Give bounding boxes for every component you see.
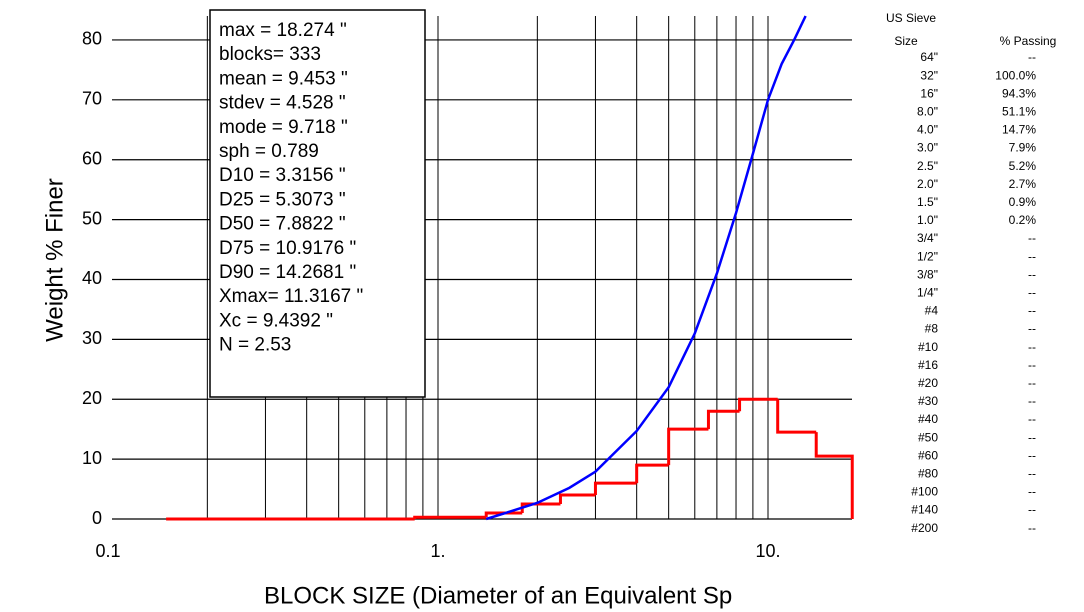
histogram-step bbox=[635, 463, 669, 484]
table-header: Size bbox=[894, 34, 918, 48]
sieve-size: 1/2" bbox=[917, 249, 938, 263]
percent-passing: 0.9% bbox=[1009, 195, 1037, 209]
percent-passing: -- bbox=[1028, 285, 1036, 299]
percent-passing: 7.9% bbox=[1009, 141, 1037, 155]
histogram-step bbox=[484, 511, 523, 518]
table-header: % Passing bbox=[1000, 34, 1057, 48]
stat-line: stdev = 4.528 " bbox=[219, 93, 346, 114]
percent-passing: -- bbox=[1028, 485, 1036, 499]
table-header: US Sieve bbox=[886, 11, 936, 25]
sieve-size: 3/8" bbox=[917, 267, 938, 281]
stat-line: D25 = 5.3073 " bbox=[219, 189, 346, 210]
percent-passing: 0.2% bbox=[1009, 213, 1037, 227]
percent-passing: -- bbox=[1028, 521, 1036, 535]
percent-passing: -- bbox=[1028, 322, 1036, 336]
y-tick-label: 50 bbox=[82, 208, 102, 228]
sieve-size: 2.0" bbox=[917, 177, 938, 191]
stat-line: mode = 9.718 " bbox=[219, 117, 348, 138]
sieve-size: #16 bbox=[918, 358, 938, 372]
sieve-size: #40 bbox=[918, 412, 938, 426]
stat-line: Xc = 9.4392 " bbox=[219, 310, 333, 331]
sieve-size: #200 bbox=[911, 521, 938, 535]
histogram-step bbox=[738, 397, 778, 412]
stat-line: sph = 0.789 bbox=[219, 141, 319, 162]
percent-passing: -- bbox=[1028, 249, 1036, 263]
sieve-size: 3/4" bbox=[917, 231, 938, 245]
y-tick-label: 60 bbox=[82, 148, 102, 168]
sieve-size: 3.0" bbox=[917, 141, 938, 155]
percent-passing: -- bbox=[1028, 358, 1036, 372]
histogram-step bbox=[593, 481, 637, 496]
y-tick-label: 40 bbox=[82, 268, 102, 288]
sieve-size: #140 bbox=[911, 503, 938, 517]
sieve-size: #100 bbox=[911, 485, 938, 499]
stat-line: D90 = 14.2681 " bbox=[219, 262, 356, 283]
sieve-size: 2.5" bbox=[917, 159, 938, 173]
y-tick-label: 30 bbox=[82, 328, 102, 348]
percent-passing: 51.1% bbox=[1002, 104, 1036, 118]
stat-line: D50 = 7.8822 " bbox=[219, 214, 346, 235]
stat-line: blocks= 333 bbox=[219, 44, 321, 65]
y-tick-label: 0 bbox=[92, 508, 102, 528]
x-tick-label: 1. bbox=[430, 541, 445, 561]
percent-passing: -- bbox=[1028, 503, 1036, 517]
histogram-step bbox=[814, 432, 854, 519]
sieve-size: #20 bbox=[918, 376, 938, 390]
y-tick-label: 20 bbox=[82, 388, 102, 408]
sieve-size: 64" bbox=[920, 50, 938, 64]
cumulative-curve bbox=[485, 15, 807, 521]
histogram-step bbox=[667, 427, 709, 466]
stat-line: D10 = 3.3156 " bbox=[219, 165, 346, 186]
y-tick-label: 70 bbox=[82, 89, 102, 109]
histogram-step bbox=[706, 409, 740, 430]
stat-line: max = 18.274 " bbox=[219, 20, 347, 41]
sieve-size: #10 bbox=[918, 340, 938, 354]
percent-passing: -- bbox=[1028, 412, 1036, 426]
sieve-size: #4 bbox=[925, 304, 939, 318]
x-tick-label: 10. bbox=[755, 541, 780, 561]
sieve-size: 1.0" bbox=[917, 213, 938, 227]
sieve-size: 4.0" bbox=[917, 123, 938, 137]
sieve-size: 1.5" bbox=[917, 195, 938, 209]
percent-passing: -- bbox=[1028, 448, 1036, 462]
sieve-size: 8.0" bbox=[917, 104, 938, 118]
sieve-size: 32" bbox=[920, 68, 938, 82]
percent-passing: 14.7% bbox=[1002, 123, 1036, 137]
stat-line: Xmax= 11.3167 " bbox=[219, 286, 363, 307]
stats-box bbox=[209, 9, 426, 398]
stat-line: D75 = 10.9176 " bbox=[219, 238, 356, 259]
sieve-size: #80 bbox=[918, 466, 938, 480]
sieve-size: #50 bbox=[918, 430, 938, 444]
sieve-size: #8 bbox=[925, 322, 939, 336]
percent-passing: 2.7% bbox=[1009, 177, 1037, 191]
sieve-size: #60 bbox=[918, 448, 938, 462]
y-tick-label: 80 bbox=[82, 29, 102, 49]
y-tick-label: 10 bbox=[82, 448, 102, 468]
stat-line: N = 2.53 bbox=[219, 335, 291, 356]
histogram-step bbox=[558, 493, 596, 505]
percent-passing: -- bbox=[1028, 340, 1036, 354]
percent-passing: -- bbox=[1028, 231, 1036, 245]
y-axis-label: Weight % Finer bbox=[41, 178, 68, 342]
percent-passing: 5.2% bbox=[1009, 159, 1037, 173]
sieve-size: 1/4" bbox=[917, 285, 938, 299]
stat-line: mean = 9.453 " bbox=[219, 68, 348, 89]
percent-passing: -- bbox=[1028, 466, 1036, 480]
histogram-step bbox=[776, 399, 817, 434]
sieve-size: #30 bbox=[918, 394, 938, 408]
sieve-size: 16" bbox=[920, 86, 938, 100]
percent-passing: 100.0% bbox=[995, 68, 1036, 82]
percent-passing: -- bbox=[1028, 376, 1036, 390]
x-axis-label: BLOCK SIZE (Diameter of an Equivalent Sp bbox=[264, 582, 732, 609]
percent-passing: -- bbox=[1028, 430, 1036, 444]
histogram-step bbox=[520, 502, 561, 514]
histogram-step bbox=[413, 515, 487, 519]
percent-passing: 94.3% bbox=[1002, 86, 1036, 100]
percent-passing: -- bbox=[1028, 267, 1036, 281]
percent-passing: -- bbox=[1028, 304, 1036, 318]
percent-passing: -- bbox=[1028, 50, 1036, 64]
x-tick-label: 0.1 bbox=[95, 541, 120, 561]
percent-passing: -- bbox=[1028, 394, 1036, 408]
